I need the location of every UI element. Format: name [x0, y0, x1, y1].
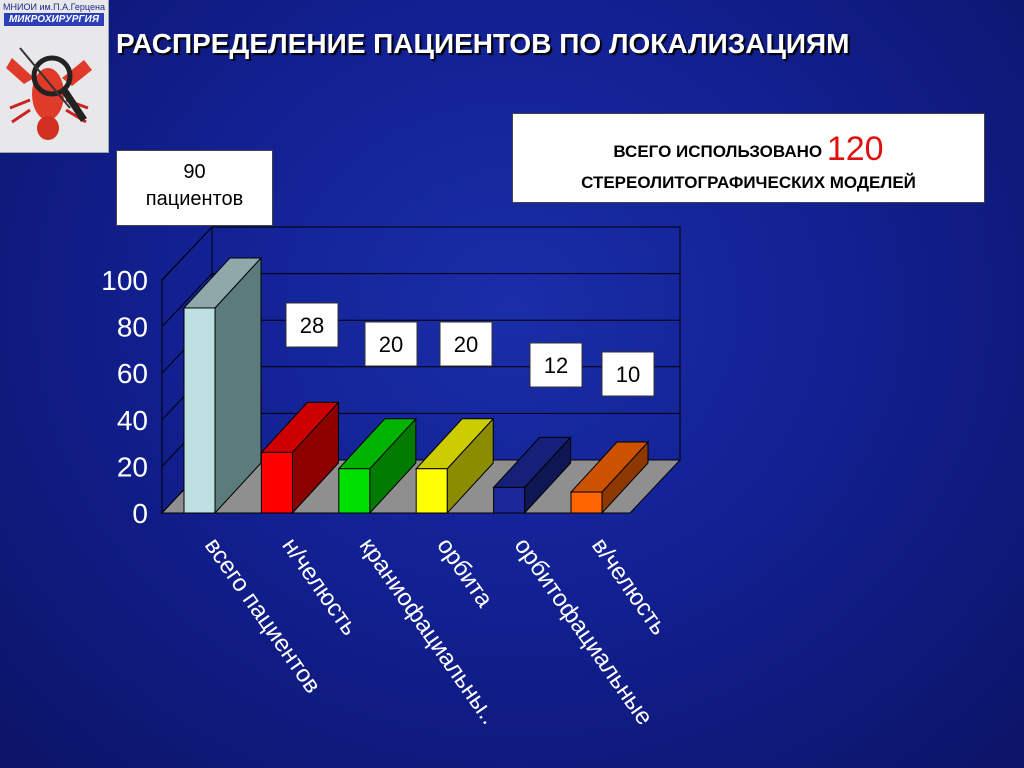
data-label-box-2 — [364, 321, 418, 367]
y-tick-label: 80 — [117, 312, 148, 343]
bar-0 — [183, 307, 216, 514]
data-label-2: 20 — [379, 332, 403, 357]
bar-5 — [570, 491, 603, 514]
patients-box: 90 пациентов — [116, 150, 273, 226]
bar-3 — [415, 468, 448, 514]
patients-count: 90 — [183, 161, 206, 183]
logo: МНИОИ им.П.А.Герцена МИКРОХИРУРГИЯ — [0, 0, 109, 153]
x-category-label-1: н/челюсть — [276, 533, 363, 641]
logo-org-text: МНИОИ им.П.А.Герцена — [3, 2, 105, 12]
gridline-100 — [161, 226, 680, 281]
data-label-box-3 — [439, 321, 493, 367]
bar-4 — [493, 486, 526, 514]
x-category-label-3: орбита — [431, 533, 498, 613]
x-category-label-4: орбитофациальные — [509, 533, 658, 730]
slide-title: РАСПРЕДЕЛЕНИЕ ПАЦИЕНТОВ ПО ЛОКАЛИЗАЦИЯМ — [116, 28, 850, 59]
x-category-label-5: в/челюсть — [586, 533, 672, 640]
data-label-box-5 — [601, 351, 655, 397]
models-info-box: ВСЕГО ИСПОЛЬЗОВАНО 120 СТЕРЕОЛИТОГРАФИЧЕ… — [512, 113, 985, 203]
models-prefix: ВСЕГО ИСПОЛЬЗОВАНО — [613, 142, 823, 161]
data-label-3: 20 — [454, 332, 478, 357]
y-tick-label: 20 — [117, 451, 148, 482]
data-label-box-4 — [529, 342, 583, 388]
bar-2 — [338, 468, 371, 514]
data-label-5: 10 — [616, 362, 640, 387]
data-label-1: 28 — [300, 313, 324, 338]
data-label-4: 12 — [544, 353, 568, 378]
models-suffix: СТЕРЕОЛИТОГРАФИЧЕСКИХ МОДЕЛЕЙ — [581, 173, 916, 192]
data-label-box-1 — [285, 302, 339, 348]
patients-label: пациентов — [145, 188, 244, 210]
y-tick-label: 40 — [117, 405, 148, 436]
bar-1 — [260, 451, 293, 514]
y-tick-label: 100 — [101, 265, 148, 296]
gridline-80 — [161, 273, 680, 327]
crayfish-magnifier-icon — [6, 47, 92, 140]
models-count: 120 — [826, 130, 884, 168]
logo-brand-text: МИКРОХИРУРГИЯ — [4, 13, 104, 26]
x-category-label-2: краниофациальны.. — [354, 533, 503, 730]
y-tick-label: 60 — [117, 358, 148, 389]
y-tick-label: 0 — [132, 498, 148, 529]
